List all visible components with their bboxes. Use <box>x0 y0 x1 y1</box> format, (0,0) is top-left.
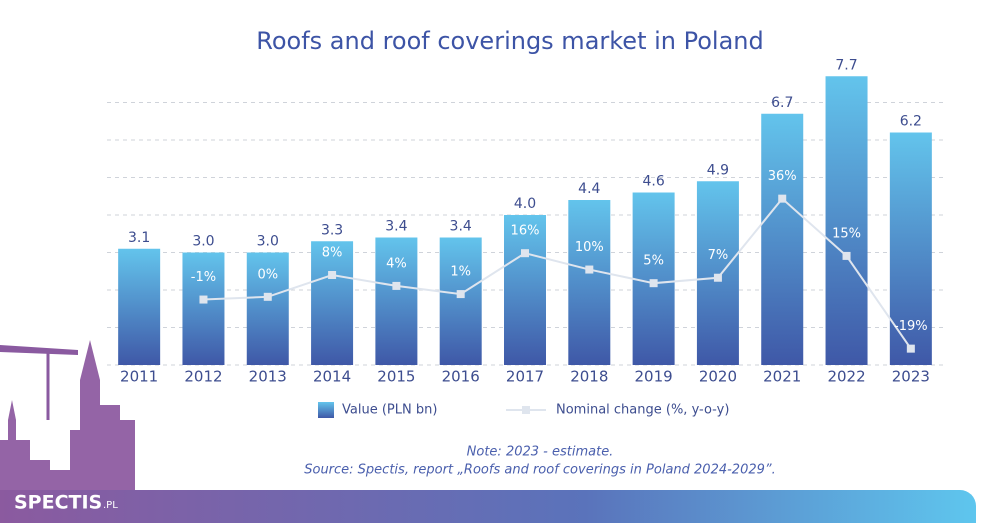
line-marker <box>328 271 337 279</box>
line-marker <box>263 292 272 301</box>
bar-label: 6.2 <box>900 114 922 130</box>
x-tick-label: 2011 <box>120 368 158 386</box>
x-tick-label: 2014 <box>313 368 351 386</box>
bar <box>825 76 868 365</box>
line-label: 36% <box>768 169 797 184</box>
line-marker <box>906 344 915 353</box>
line-label: 15% <box>832 226 861 241</box>
bar-label: 4.9 <box>707 162 729 178</box>
x-tick-label: 2022 <box>827 368 865 386</box>
line-marker <box>713 273 722 282</box>
bar-label: 4.6 <box>642 174 664 190</box>
note: Note: 2023 - estimate. <box>467 445 614 460</box>
line-marker <box>392 281 401 290</box>
bar-label: 3.4 <box>450 219 472 235</box>
line-label: 8% <box>322 246 343 261</box>
line-marker <box>199 295 208 304</box>
bar-label: 4.0 <box>514 196 536 212</box>
logo: SPECTIS <box>14 492 102 514</box>
bar-label: 3.0 <box>257 234 279 250</box>
bar <box>632 192 675 365</box>
bar <box>439 237 482 365</box>
line-label: 16% <box>511 224 540 239</box>
bar <box>375 237 418 365</box>
line-marker <box>842 251 851 260</box>
x-tick-label: 2019 <box>635 368 673 386</box>
line-label: 4% <box>386 256 407 271</box>
bar <box>761 113 804 365</box>
bar-label: 4.4 <box>578 181 600 197</box>
x-tick-label: 2023 <box>892 368 930 386</box>
legend-label: Value (PLN bn) <box>342 403 437 418</box>
line-label: 1% <box>450 265 471 280</box>
line-label: 0% <box>257 267 278 282</box>
x-tick-label: 2015 <box>377 368 415 386</box>
footer-band <box>0 490 976 523</box>
bar <box>311 241 354 365</box>
bar <box>504 215 546 365</box>
line <box>203 197 912 350</box>
x-tick-label: 2016 <box>442 368 480 386</box>
bar <box>246 252 289 365</box>
x-tick-label: 2017 <box>506 368 544 386</box>
logo-suffix: .PL <box>103 500 118 511</box>
line-label: 10% <box>575 240 604 255</box>
bar-label: 7.7 <box>835 57 857 73</box>
skyline <box>0 340 135 523</box>
source: Source: Spectis, report „Roofs and roof … <box>304 463 776 478</box>
bar <box>118 248 161 365</box>
bar <box>568 200 611 365</box>
x-tick-label: 2021 <box>763 368 801 386</box>
x-tick-label: 2018 <box>570 368 608 386</box>
line-marker <box>649 279 658 288</box>
line-label: -19% <box>894 319 928 334</box>
line-marker <box>521 249 529 258</box>
x-tick-label: 2012 <box>184 368 222 386</box>
x-tick-label: 2013 <box>249 368 287 386</box>
chart-title: Roofs and roof coverings market in Polan… <box>256 27 764 55</box>
bar-label: 3.3 <box>321 222 343 238</box>
line-label: -1% <box>191 270 216 285</box>
x-tick-label: 2020 <box>699 368 737 386</box>
line-marker <box>778 194 787 203</box>
line-label: 5% <box>643 254 664 269</box>
legend-label: Nominal change (%, y-o-y) <box>556 403 729 418</box>
line-label: 7% <box>708 248 729 263</box>
bar-label: 3.0 <box>192 234 214 250</box>
line-marker <box>456 290 465 299</box>
bar-label: 3.4 <box>385 219 407 235</box>
bar-label: 6.7 <box>771 95 793 111</box>
bar <box>889 132 932 365</box>
bar <box>182 252 225 365</box>
bar <box>696 181 739 365</box>
bar-label: 3.1 <box>128 230 150 246</box>
legend-swatch <box>522 406 530 414</box>
legend-swatch <box>318 402 334 418</box>
line-marker <box>585 265 594 274</box>
